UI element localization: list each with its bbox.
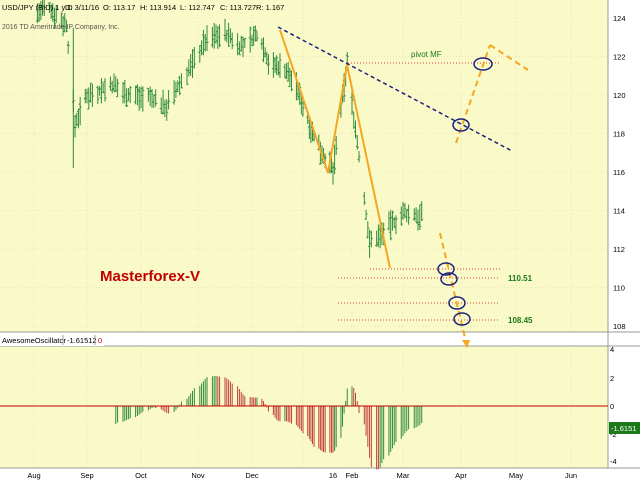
oscillator-value-tag-text: -1.6151 <box>611 424 636 433</box>
header-open: O: 113.17 <box>103 3 135 12</box>
time-tick-label: Dec <box>245 471 259 480</box>
time-axis: Aug Sep Oct Nov Dec 16 Feb Mar Apr May Jun <box>27 471 577 480</box>
level-label-upper: 110.51 <box>508 274 533 283</box>
price-tick-label: 118 <box>613 130 625 139</box>
osc-tick-m4: -4 <box>610 457 617 466</box>
forecast-line-up <box>455 44 491 144</box>
price-tick-label: 122 <box>613 53 626 62</box>
time-tick-label: Jun <box>565 471 577 480</box>
header-close: C: 113.727 <box>220 3 256 12</box>
header-date: D: 3/11/16 <box>65 3 99 12</box>
price-tick-label: 116 <box>613 168 625 177</box>
target-ellipse-pivot <box>473 57 493 71</box>
grid <box>0 0 608 468</box>
forecast-line-down <box>439 232 467 343</box>
price-tick-label: 124 <box>613 14 626 23</box>
pivot-label: pivot MF <box>411 50 442 59</box>
forecast-line-right <box>489 44 529 71</box>
time-tick-label: Feb <box>346 471 359 480</box>
header-symbol: USD/JPY (BID) 1 y D <box>2 3 73 12</box>
target-ellipse-trend <box>452 118 470 132</box>
osc-tick-2: 2 <box>610 374 614 383</box>
copyright: 2016 TD Ameritrade IP Company, Inc. <box>2 24 120 31</box>
level-label-lower: 108.45 <box>508 316 533 325</box>
time-tick-label: Aug <box>27 471 40 480</box>
header-low: L: 112.747 <box>180 3 215 12</box>
target-ellipse-3 <box>448 296 466 310</box>
oscillator-panel <box>0 346 608 468</box>
trend-line <box>277 26 513 152</box>
oscillator-value-tag <box>609 422 640 434</box>
forecast-arrow <box>462 340 470 348</box>
time-tick-label: Nov <box>191 471 205 480</box>
header-high: H: 113.914 <box>140 3 176 12</box>
awesome-oscillator-histogram <box>115 375 423 470</box>
target-ellipse-4 <box>453 312 471 326</box>
price-tick-label: 110 <box>613 284 625 293</box>
oscillator-value: -1.61512 <box>67 336 97 345</box>
time-tick-label: May <box>509 471 523 480</box>
price-axis <box>608 0 640 332</box>
header-range: R: 1.167 <box>256 3 284 12</box>
osc-tick-m2: -2 <box>610 430 617 439</box>
time-tick-label: Mar <box>397 471 410 480</box>
osc-tick-4: 4 <box>610 345 614 354</box>
time-tick-label: Sep <box>80 471 93 480</box>
oscillator-name: AwesomeOscillator <box>2 336 67 345</box>
oscillator-axis <box>608 346 640 468</box>
price-tick-label: 120 <box>613 91 626 100</box>
price-panel <box>0 0 608 332</box>
price-tick-label: 108 <box>613 322 626 331</box>
brand-label: Masterforex-V <box>100 268 200 285</box>
target-ellipse-2 <box>440 272 458 286</box>
time-tick-label: Apr <box>455 471 467 480</box>
osc-tick-0: 0 <box>610 402 614 411</box>
wave-pattern <box>279 29 391 269</box>
oscillator-zero-label: 0 <box>98 336 102 345</box>
price-axis-ticks: 124 122 120 118 116 114 112 110 108 <box>613 14 626 331</box>
time-tick-label: Oct <box>135 471 148 480</box>
time-tick-label: 16 <box>329 471 337 480</box>
target-ellipse-1 <box>437 262 455 276</box>
price-tick-label: 112 <box>613 245 625 254</box>
price-tick-label: 114 <box>613 207 625 216</box>
